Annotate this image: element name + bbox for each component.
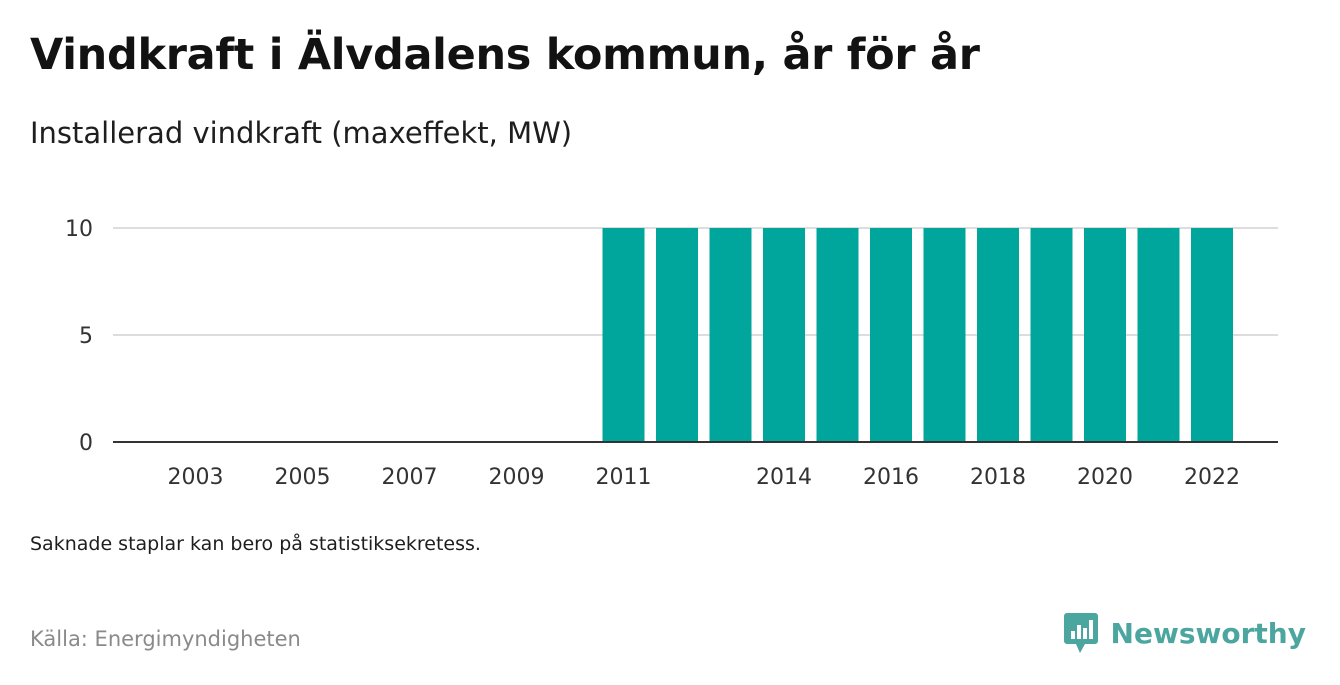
bar-2011 <box>602 228 645 442</box>
bar-2019 <box>1030 228 1073 442</box>
axes: 0 5 10 2003 2005 2007 2009 2011 2014 2016 2018 2020… <box>65 217 1278 490</box>
bar-2016 <box>870 228 912 442</box>
x-tick-label: 2016 <box>863 465 919 490</box>
bar-2018 <box>977 228 1019 442</box>
y-tick-label: 0 <box>79 431 93 456</box>
bar-2013 <box>709 228 752 442</box>
y-tick-label: 5 <box>79 324 93 349</box>
brand-name: Newsworthy <box>1110 616 1306 650</box>
x-tick-label: 2003 <box>168 465 224 490</box>
x-tick-label: 2007 <box>382 465 438 490</box>
newsworthy-logo: Newsworthy <box>1063 611 1306 655</box>
bar-2021 <box>1137 228 1180 442</box>
x-tick-label: 2014 <box>756 465 812 490</box>
newsworthy-logo-icon <box>1063 613 1098 653</box>
bar-2015 <box>816 228 859 442</box>
x-tick-label: 2009 <box>489 465 545 490</box>
x-tick-label: 2011 <box>596 465 652 490</box>
chart-subtitle: Installerad vindkraft (maxeffekt, MW) <box>30 116 573 150</box>
y-tick-label: 10 <box>65 217 93 242</box>
x-tick-label: 2020 <box>1077 465 1133 490</box>
bar-2014 <box>763 228 805 442</box>
bars <box>602 228 1233 442</box>
source-label: Källa: Energimyndigheten <box>30 627 301 651</box>
x-tick-label: 2022 <box>1184 465 1240 490</box>
x-tick-label: 2005 <box>275 465 331 490</box>
bar-2022 <box>1191 228 1233 442</box>
bar-2020 <box>1084 228 1126 442</box>
missing-bars-note: Saknade staplar kan bero på statistiksek… <box>30 533 481 555</box>
bar-2012 <box>656 228 698 442</box>
bar-2017 <box>923 228 966 442</box>
x-tick-label: 2018 <box>970 465 1026 490</box>
chart-title: Vindkraft i Älvdalens kommun, år för år <box>30 30 980 80</box>
